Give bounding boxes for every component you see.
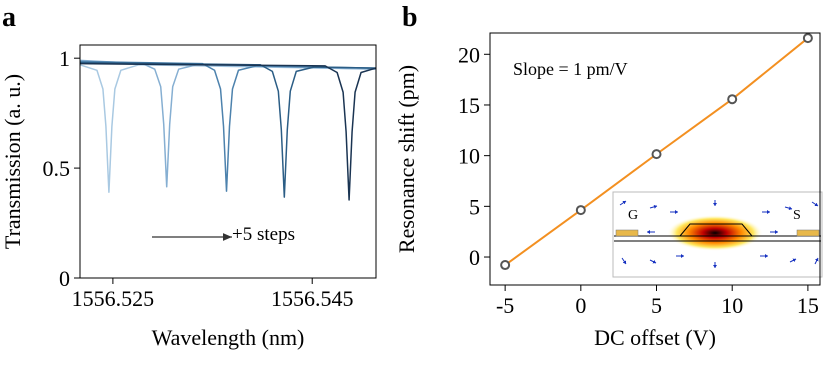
plot-frame (79, 44, 377, 279)
inset: G S (612, 191, 823, 278)
field-arrows (619, 200, 819, 268)
data-point (802, 33, 813, 44)
waveguide (679, 223, 753, 237)
x-tick-label: 15 (797, 293, 819, 318)
annotation: +5 steps (232, 224, 295, 245)
y-tick-label: 0.5 (43, 156, 71, 181)
spectrum (79, 60, 377, 192)
annotation: Slope = 1 pm/V (513, 59, 628, 79)
y-tick-label: 1 (59, 46, 70, 71)
spectrum (79, 59, 377, 188)
y-tick-label: 5 (469, 194, 480, 219)
y-tick-label: 0 (59, 266, 70, 291)
electrode (615, 229, 639, 237)
x-tick-label: 1556.525 (72, 286, 155, 311)
spectrum (79, 61, 377, 198)
plot-frame (489, 32, 821, 286)
y-tick-label: 0 (469, 245, 480, 270)
y-axis-label: Transmission (a. u.) (0, 74, 25, 249)
data-point (727, 94, 738, 105)
mode-field (667, 215, 763, 251)
x-tick-label: 0 (575, 293, 586, 318)
panel-label: a (2, 2, 16, 33)
x-axis-label: Wavelength (nm) (152, 325, 305, 350)
x-tick-label: -5 (496, 293, 514, 318)
panel-label: b (402, 2, 418, 33)
x-tick-label: 5 (651, 293, 662, 318)
data-point (500, 260, 511, 271)
spectrum (79, 62, 377, 201)
spectrum (79, 64, 377, 194)
electrode (796, 229, 820, 237)
y-axis-label: Resonance shift (pm) (394, 65, 419, 253)
y-tick-label: 10 (458, 144, 480, 169)
data-point (651, 149, 662, 160)
y-tick-label: 20 (458, 42, 480, 67)
inset-label: S (793, 208, 801, 223)
x-tick-label: 10 (721, 293, 743, 318)
x-tick-label: 1556.545 (271, 286, 354, 311)
inset-label: G (628, 208, 638, 223)
data-point (575, 205, 586, 216)
y-tick-label: 15 (458, 93, 480, 118)
x-axis-label: DC offset (V) (594, 325, 716, 350)
